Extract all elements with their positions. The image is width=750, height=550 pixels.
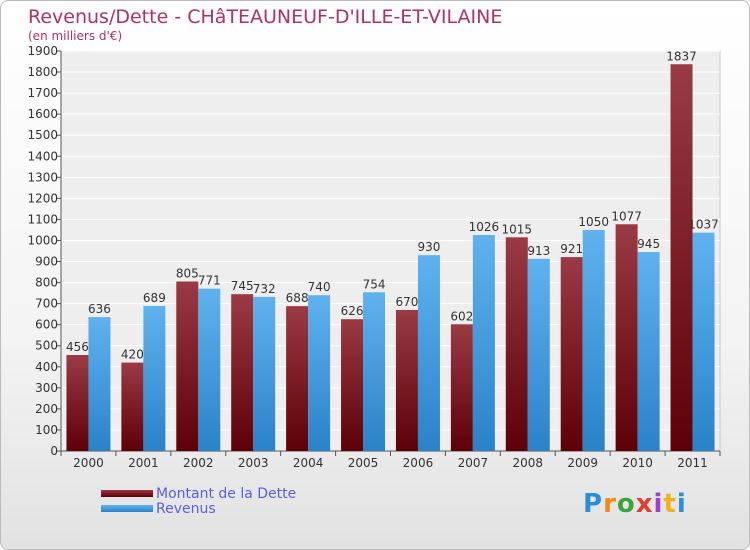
bar-dette-2004 [286, 306, 309, 451]
bar-dette-2009 [560, 257, 583, 451]
y-tick-label: 800 [35, 276, 58, 290]
label-revenus-2000: 636 [88, 302, 111, 316]
bar-dette-2010 [615, 224, 638, 451]
y-tick-label: 1000 [27, 233, 58, 247]
logo-letter: x [635, 489, 654, 519]
logo-letter: P [583, 489, 604, 519]
label-dette-2007: 602 [450, 309, 473, 323]
label-revenus-2006: 930 [418, 240, 441, 254]
y-tick-label: 300 [35, 381, 58, 395]
logo-letter: r [603, 489, 617, 519]
bar-dette-2005 [341, 319, 364, 451]
x-tick-label-2006: 2006 [403, 456, 434, 470]
x-tick-label-2003: 2003 [238, 456, 269, 470]
x-tick-label-2005: 2005 [348, 456, 379, 470]
logo-letter: i [676, 489, 687, 519]
bar-dette-2011 [670, 64, 693, 451]
y-tick-label: 1300 [27, 170, 58, 184]
y-tick-label: 0 [50, 444, 58, 458]
label-revenus-2005: 754 [363, 277, 386, 291]
logo-letter: t [663, 489, 677, 519]
x-tick-label-2010: 2010 [622, 456, 653, 470]
bar-revenus-2009 [582, 229, 605, 451]
x-tick-label-2011: 2011 [677, 456, 708, 470]
label-dette-2003: 745 [231, 279, 254, 293]
bar-dette-2001 [121, 362, 144, 451]
bar-revenus-2005 [363, 292, 386, 451]
legend-swatch-dette [101, 490, 153, 497]
bar-revenus-2000 [88, 317, 111, 451]
bar-revenus-2001 [143, 305, 166, 451]
y-tick-label: 500 [35, 339, 58, 353]
bar-dette-2007 [450, 324, 473, 451]
label-dette-2008: 1015 [502, 222, 533, 236]
bar-revenus-2010 [637, 252, 660, 451]
y-tick-label: 200 [35, 402, 58, 416]
label-revenus-2007: 1026 [469, 220, 500, 234]
chart-subtitle: (en milliers d'€) [28, 29, 123, 43]
label-dette-2006: 670 [396, 295, 419, 309]
label-revenus-2004: 740 [308, 280, 331, 294]
label-revenus-2003: 732 [253, 282, 276, 296]
label-dette-2009: 921 [560, 242, 583, 256]
x-tick-label-2009: 2009 [567, 456, 598, 470]
label-dette-2005: 626 [341, 304, 364, 318]
bar-revenus-2002 [198, 288, 221, 451]
label-dette-2000: 456 [66, 340, 89, 354]
bar-dette-2008 [505, 237, 528, 451]
y-tick-label: 1400 [27, 149, 58, 163]
label-revenus-2008: 913 [527, 244, 550, 258]
y-tick-label: 1900 [27, 44, 58, 58]
y-tick-label: 900 [35, 255, 58, 269]
label-revenus-2001: 689 [143, 291, 166, 305]
y-tick-label: 1700 [27, 86, 58, 100]
legend-label-dette: Montant de la Dette [156, 486, 297, 502]
label-dette-2010: 1077 [611, 209, 642, 223]
x-tick-label-2002: 2002 [183, 456, 214, 470]
label-revenus-2009: 1050 [578, 215, 609, 229]
legend-swatch-revenus [101, 505, 153, 512]
y-tick-label: 1100 [27, 212, 58, 226]
logo-letter: i [653, 489, 664, 519]
legend-label-revenus: Revenus [156, 501, 216, 517]
y-tick-label: 100 [35, 423, 58, 437]
y-tick-label: 1800 [27, 65, 58, 79]
bar-dette-2003 [231, 294, 254, 451]
plot-area [60, 50, 721, 452]
bar-revenus-2011 [692, 232, 715, 451]
bar-revenus-2007 [472, 235, 495, 451]
bar-dette-2006 [395, 309, 418, 451]
y-tick-label: 1500 [27, 128, 58, 142]
label-revenus-2011: 1037 [688, 218, 719, 232]
label-dette-2001: 420 [121, 348, 144, 362]
x-tick-label-2004: 2004 [293, 456, 324, 470]
bar-dette-2002 [176, 281, 199, 451]
y-tick-label: 600 [35, 318, 58, 332]
label-revenus-2010: 945 [637, 237, 660, 251]
label-dette-2011: 1837 [666, 49, 697, 63]
label-dette-2004: 688 [286, 291, 309, 305]
x-tick-label-2007: 2007 [458, 456, 489, 470]
label-revenus-2002: 771 [198, 274, 221, 288]
bar-revenus-2008 [527, 258, 550, 451]
bar-revenus-2003 [253, 296, 276, 451]
x-tick-label-2001: 2001 [128, 456, 159, 470]
y-tick-label: 1600 [27, 107, 58, 121]
chart-title: Revenus/Dette - CHâTEAUNEUF-D'ILLE-ET-VI… [28, 6, 503, 28]
x-tick-label-2000: 2000 [73, 456, 104, 470]
bar-dette-2000 [66, 355, 89, 451]
y-tick-label: 1200 [27, 191, 58, 205]
logo-letter: o [616, 489, 636, 519]
proxiti-logo: Proxiti [583, 489, 687, 519]
bar-revenus-2006 [417, 255, 440, 451]
x-tick-label-2008: 2008 [513, 456, 544, 470]
y-tick-label: 700 [35, 297, 58, 311]
label-dette-2002: 805 [176, 267, 199, 281]
bar-revenus-2004 [308, 295, 331, 451]
y-tick-label: 400 [35, 360, 58, 374]
